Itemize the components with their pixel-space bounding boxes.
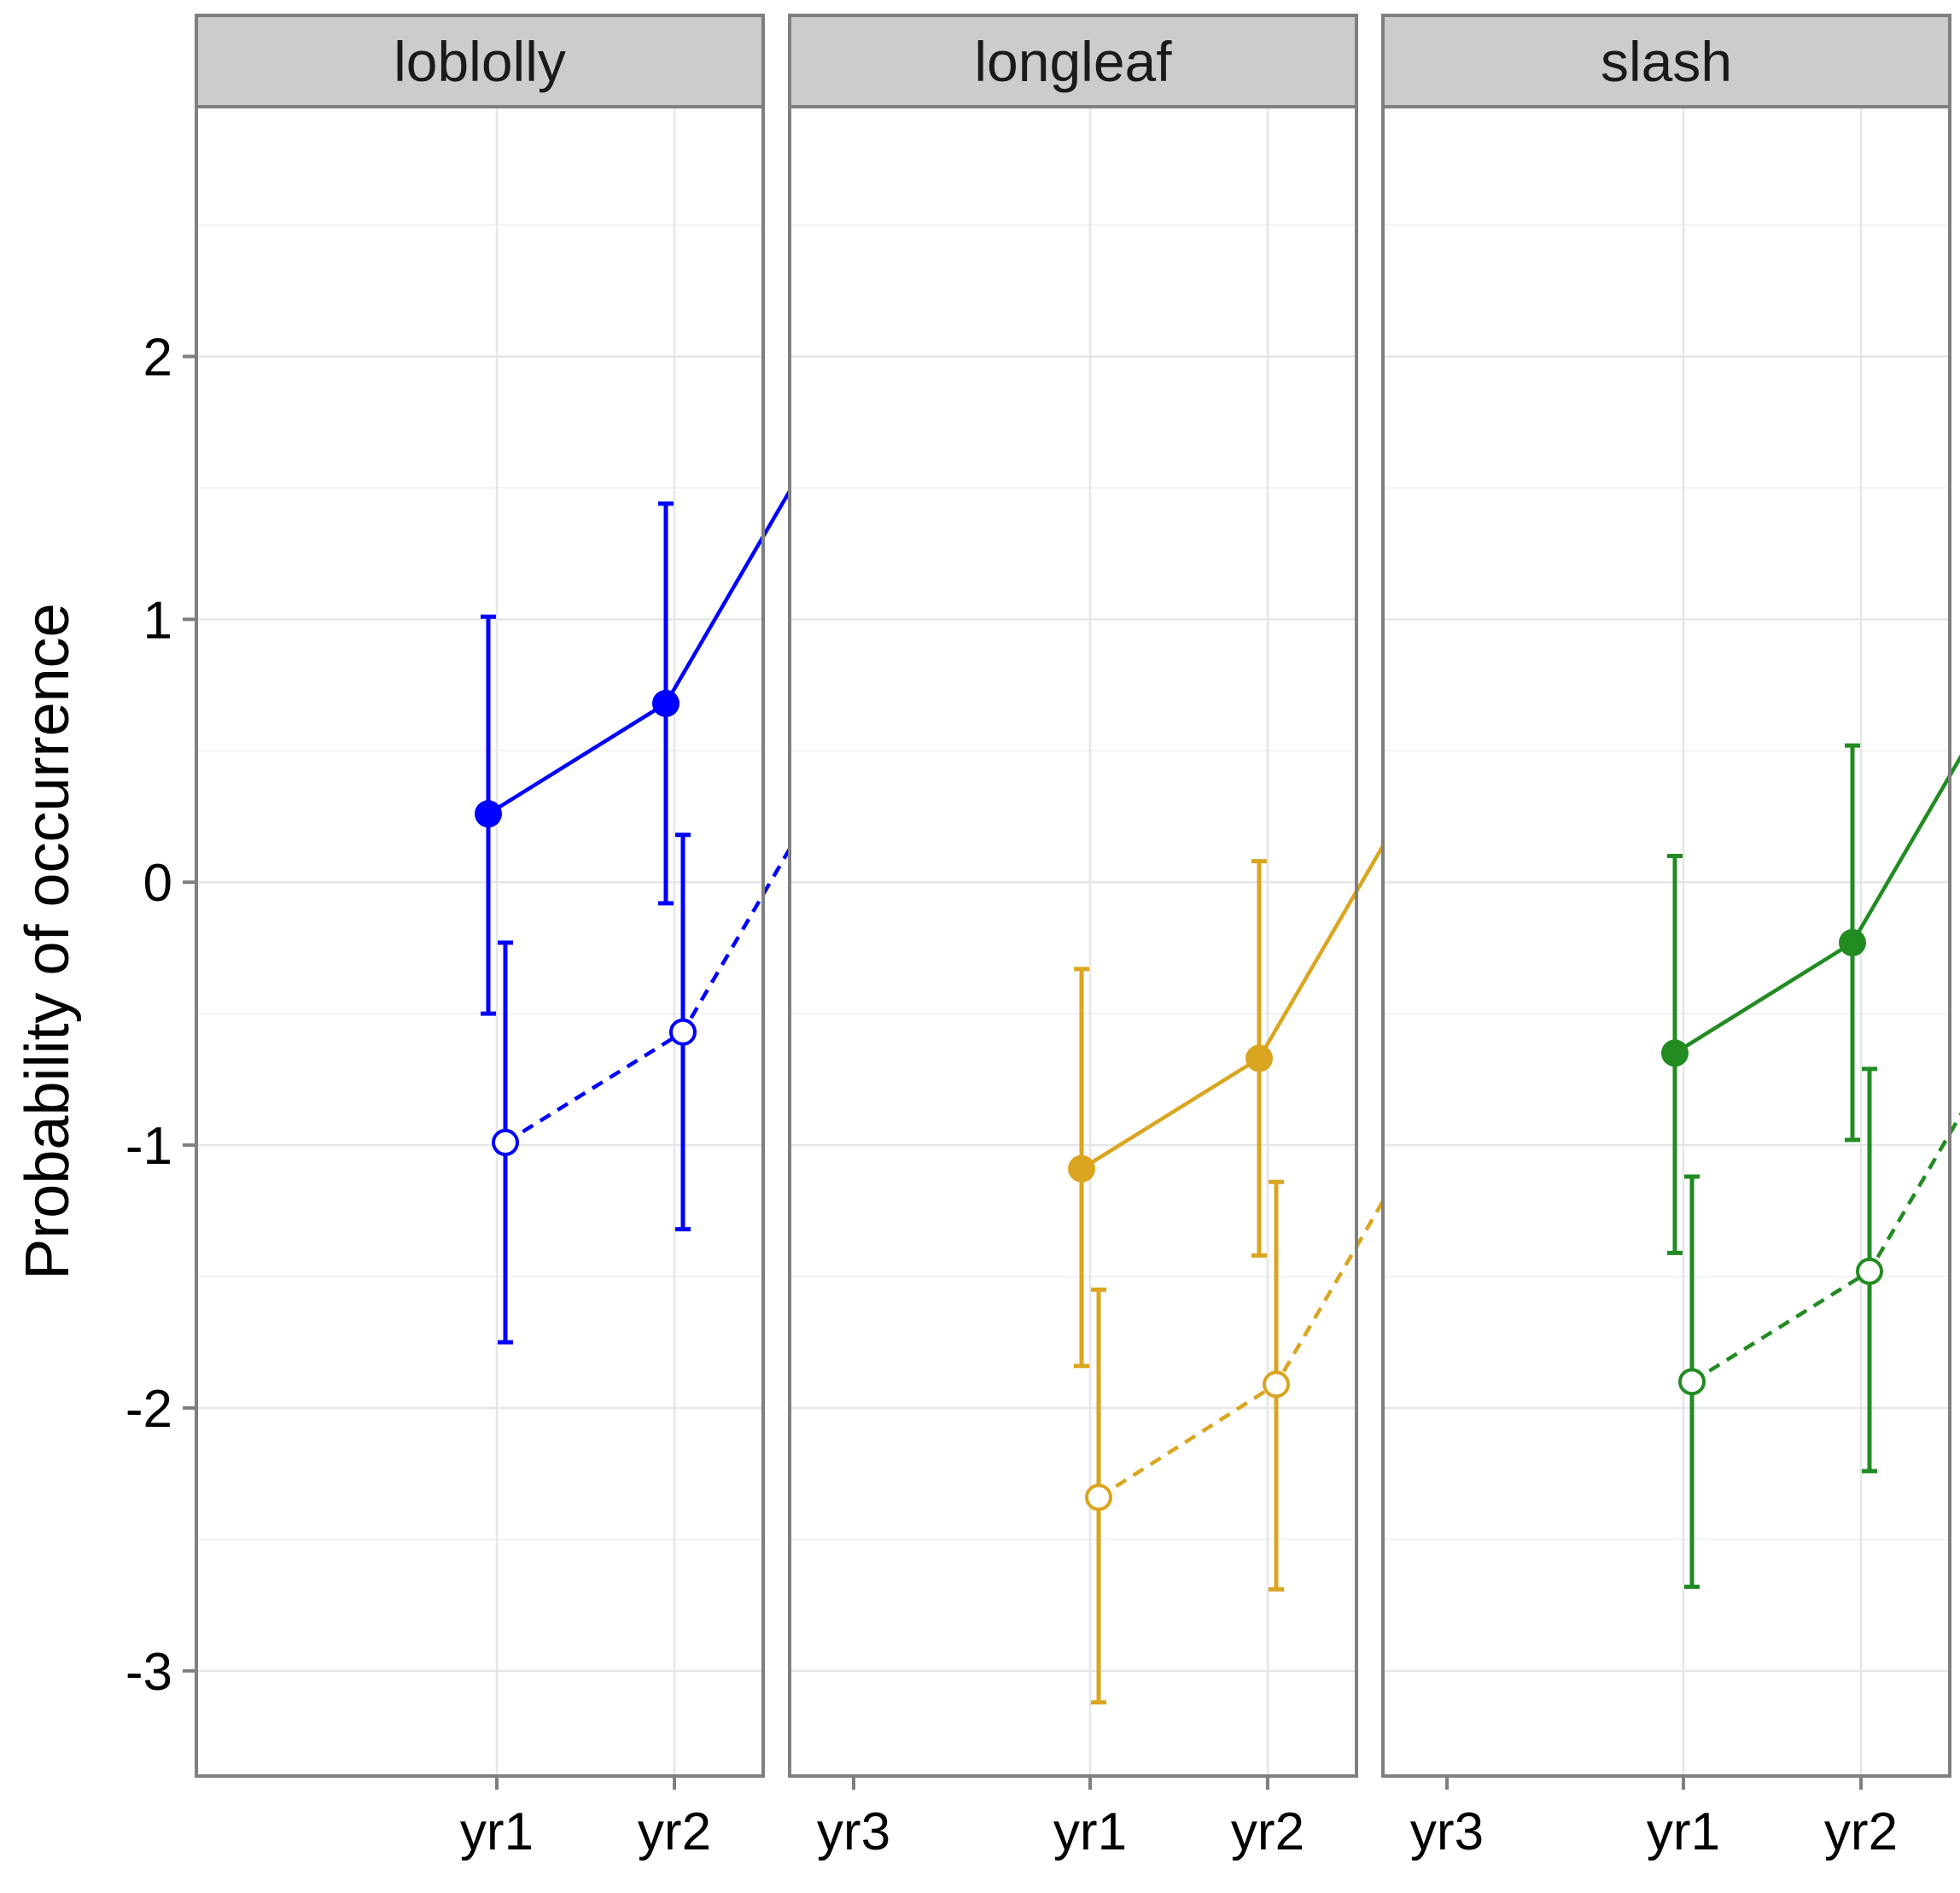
data-point-open (1263, 1370, 1290, 1399)
panel-border (1381, 105, 1951, 1778)
data-point-filled (1245, 1044, 1273, 1072)
x-tick-label: yr1 (460, 1802, 534, 1861)
data-point-open (492, 1129, 519, 1157)
panel-background (196, 107, 763, 1776)
y-tick-label: 0 (143, 854, 172, 913)
y-tick-label: -1 (125, 1117, 172, 1176)
facet-label: slash (1601, 30, 1732, 93)
y-tick-label: -2 (125, 1380, 172, 1439)
facet-label: longleaf (974, 30, 1172, 93)
panel-border (195, 105, 765, 1778)
data-point-filled (652, 689, 680, 717)
facet-label: loblolly (394, 30, 566, 93)
data-point-filled (475, 800, 502, 828)
data-point-open (1678, 1368, 1706, 1396)
panel-border (788, 105, 1358, 1778)
panel-background (790, 107, 1356, 1776)
data-point-filled (1661, 1039, 1689, 1067)
y-axis-title: Probability of occurrence (14, 603, 82, 1279)
x-tick-label: yr2 (1824, 1802, 1898, 1861)
x-tick-label: yr1 (1053, 1802, 1127, 1861)
x-tick-label: yr1 (1647, 1802, 1720, 1861)
x-tick-label: yr3 (1410, 1802, 1484, 1861)
y-tick-label: -3 (125, 1643, 172, 1702)
x-tick-label: yr2 (638, 1802, 711, 1861)
facet-strip (788, 14, 1358, 108)
data-point-filled (1839, 929, 1866, 957)
x-tick-label: yr3 (817, 1802, 890, 1861)
data-point-open (669, 1018, 697, 1046)
data-point-filled (1068, 1154, 1095, 1183)
x-tick-label: yr2 (1231, 1802, 1304, 1861)
data-point-open (1856, 1257, 1883, 1285)
facet-strip (195, 14, 765, 108)
data-point-open (1085, 1483, 1112, 1511)
y-tick-label: 1 (143, 591, 172, 650)
facet-strip (1381, 14, 1951, 108)
y-tick-label: 2 (143, 328, 172, 387)
